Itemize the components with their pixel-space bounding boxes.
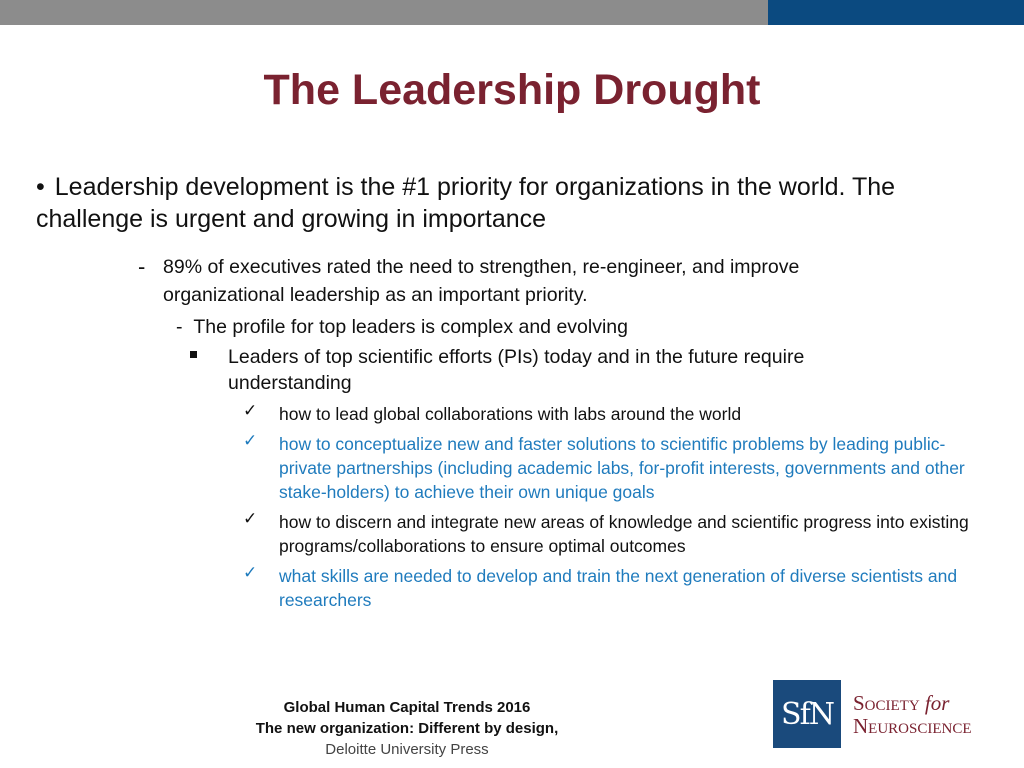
top-bar-blue-segment [768,0,1024,25]
slide-title: The Leadership Drought [263,66,761,114]
bullet-level-2: - 89% of executives rated the need to st… [138,253,923,309]
top-bar-gray-segment [0,0,768,25]
bullet-level-2-text: 89% of executives rated the need to stre… [163,256,800,306]
check-item: ✓ how to conceptualize new and faster so… [243,431,979,504]
check-item-text: how to discern and integrate new areas o… [279,512,969,556]
source-subtitle: The new organization: Different by desig… [255,720,555,737]
check-item-text: how to conceptualize new and faster solu… [279,434,965,502]
bullet-marker: • [36,173,45,201]
checkmark-icon: ✓ [243,401,258,421]
square-bullet-icon [190,351,197,358]
top-bar [0,0,1024,25]
logo-word-society: Society [853,691,920,715]
bullet-level-4-text: Leaders of top scientific efforts (PIs) … [228,346,805,394]
check-item-text: what skills are needed to develop and tr… [279,566,958,610]
sfn-logo-mark: SfN [773,680,841,748]
source-subtitle-comma: , [554,720,559,737]
bullet-level-4: Leaders of top scientific efforts (PIs) … [190,344,928,396]
dash-marker: - [138,254,146,279]
source-citation: Global Human Capital Trends 2016 The new… [200,697,614,760]
logo-word-for: for [924,691,950,715]
checklist: ✓ how to lead global collaborations with… [243,401,979,618]
check-item-text: how to lead global collaborations with l… [279,404,742,424]
checkmark-icon: ✓ [243,563,258,583]
dash-marker: - [176,316,183,338]
bullet-level-1: • Leadership development is the #1 priori… [36,171,916,235]
bullet-level-3-text: The profile for top leaders is complex a… [193,316,628,338]
checkmark-icon: ✓ [243,509,258,529]
bullet-level-3: - The profile for top leaders is complex… [176,313,876,341]
checkmark-icon: ✓ [243,431,258,451]
check-item: ✓ how to discern and integrate new areas… [243,509,979,558]
source-title: Global Human Capital Trends 2016 [283,699,531,716]
source-subtitle-line: The new organization: Different by desig… [200,718,614,739]
source-publisher: Deloitte University Press [325,741,489,758]
check-item: ✓ how to lead global collaborations with… [243,401,979,426]
sfn-logo-wordmark: Society for Neuroscience [853,692,1009,738]
bullet-level-1-text: Leadership development is the #1 priorit… [36,173,896,233]
sfn-logo: SfN Society for Neuroscience [773,680,1009,748]
logo-word-neuroscience: Neuroscience [853,714,972,738]
check-item: ✓ what skills are needed to develop and … [243,563,979,612]
